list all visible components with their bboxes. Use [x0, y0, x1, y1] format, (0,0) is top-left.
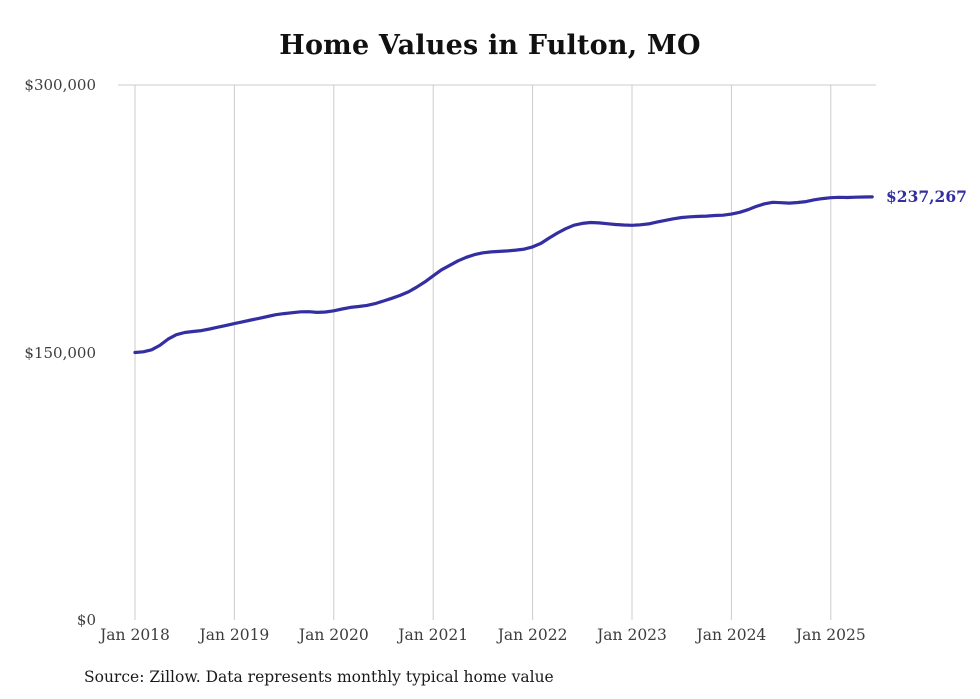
x-tick-label: Jan 2018 — [100, 626, 170, 644]
x-tick-label: Jan 2019 — [199, 626, 270, 644]
end-value-label: $237,267 — [886, 186, 967, 206]
chart-title: Home Values in Fulton, MO — [279, 30, 701, 61]
x-tick-label: Jan 2024 — [696, 626, 767, 644]
x-tick-label: Jan 2025 — [795, 626, 866, 644]
source-note: Source: Zillow. Data represents monthly … — [84, 668, 554, 686]
y-tick-label: $300,000 — [24, 76, 96, 94]
value-line — [133, 195, 874, 355]
x-tick-label: Jan 2020 — [298, 626, 369, 644]
y-tick-label: $0 — [76, 611, 96, 629]
x-tick-label: Jan 2022 — [497, 626, 568, 644]
x-tick-label: Jan 2023 — [597, 626, 667, 644]
x-tick-label: Jan 2021 — [398, 626, 469, 644]
y-tick-label: $150,000 — [24, 343, 96, 362]
